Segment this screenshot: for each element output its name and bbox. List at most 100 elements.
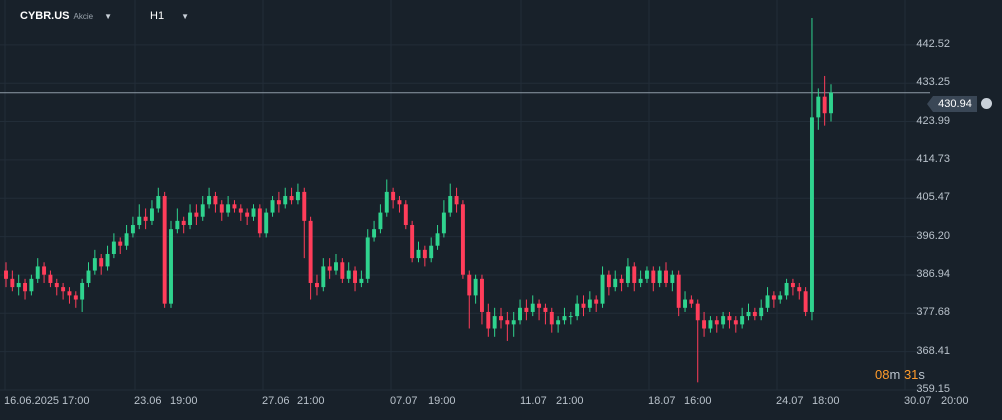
x-tick-label: 23.06	[134, 395, 162, 407]
price-line-handle[interactable]	[981, 98, 992, 109]
candle	[733, 316, 738, 333]
candle	[251, 204, 256, 221]
candle-body	[562, 316, 567, 321]
candle	[80, 278, 85, 312]
candle	[321, 258, 326, 292]
x-tick-label: 16.06.2025	[4, 395, 60, 407]
x-tick-label: 11.07	[520, 395, 547, 407]
candle	[416, 241, 421, 263]
candle-body	[169, 229, 173, 304]
candle	[664, 262, 668, 288]
candle	[283, 187, 288, 209]
y-tick-label: 386.94	[916, 267, 950, 280]
candle-body	[505, 320, 510, 325]
candle-body	[302, 191, 307, 221]
x-tick-label: 19:00	[170, 395, 198, 407]
candle-body	[702, 320, 707, 329]
candle-body	[384, 191, 389, 213]
candle-body	[295, 191, 300, 201]
countdown-minutes-unit: m	[889, 367, 901, 382]
candle-body	[746, 311, 751, 317]
candle-body	[359, 278, 364, 283]
y-tick-label: 433.25	[916, 76, 950, 89]
candle	[35, 258, 40, 283]
candle-body	[334, 262, 338, 271]
candle	[556, 316, 561, 333]
candle-body	[606, 274, 611, 288]
candle	[790, 278, 795, 296]
candle-body	[657, 270, 662, 283]
candle-body	[416, 249, 421, 259]
candle-body	[740, 316, 745, 325]
candle-body	[467, 274, 472, 296]
candle	[492, 307, 497, 337]
candle-body	[54, 282, 59, 288]
x-tick-label: 18:00	[812, 395, 840, 407]
candle	[86, 262, 91, 288]
candle-body	[454, 196, 459, 205]
candle	[181, 216, 186, 234]
candle-body	[486, 311, 491, 329]
candle	[784, 278, 789, 300]
candle-body	[340, 262, 345, 279]
candle-body	[664, 270, 668, 283]
candle-body	[568, 316, 573, 318]
candle-body	[378, 212, 383, 230]
candle-body	[143, 216, 148, 221]
candle	[606, 270, 611, 296]
x-tick-label: 27.06	[262, 395, 290, 407]
candle	[809, 18, 814, 321]
candle-body	[784, 282, 789, 296]
candle	[702, 311, 707, 337]
candle-body	[410, 225, 415, 259]
candle	[803, 287, 808, 317]
candle	[42, 262, 47, 283]
candle	[156, 187, 161, 213]
candle-body	[441, 212, 446, 234]
candle-body	[689, 299, 694, 304]
candle-body	[632, 266, 637, 283]
x-tick-label: 19:00	[428, 395, 456, 407]
candle	[308, 216, 313, 300]
candle-body	[448, 196, 453, 213]
candle-body	[638, 278, 643, 283]
candle-body	[80, 282, 85, 300]
candle	[530, 295, 535, 317]
candle-body	[111, 241, 116, 254]
candle-body	[429, 245, 434, 259]
candle	[740, 307, 745, 329]
timeframe-selector[interactable]: H1 ▼	[150, 10, 189, 22]
y-tick-label: 405.47	[916, 191, 950, 204]
candle	[302, 187, 307, 259]
x-tick-label: 18.07	[648, 395, 676, 407]
candle-body	[644, 270, 649, 279]
candle	[73, 291, 78, 308]
candle	[429, 237, 434, 263]
candle-body	[391, 191, 396, 201]
candle-body	[16, 282, 21, 288]
candle	[384, 179, 389, 217]
candle	[543, 303, 548, 325]
candle	[124, 225, 129, 250]
candle	[372, 220, 377, 242]
candle	[295, 183, 300, 205]
candle	[92, 249, 97, 275]
candle-body	[314, 282, 319, 288]
candle-body	[264, 212, 269, 234]
candle-body	[289, 196, 294, 201]
candle-body	[346, 270, 351, 279]
symbol-label: CYBR.US	[20, 10, 70, 22]
candle-body	[594, 299, 599, 304]
x-tick-label: 20:00	[941, 395, 969, 407]
candle	[219, 200, 224, 221]
candle	[797, 282, 802, 300]
candle	[149, 200, 154, 226]
candle	[619, 274, 624, 292]
candle-body	[283, 196, 288, 205]
candle-body	[99, 258, 104, 267]
candle	[48, 270, 53, 288]
symbol-selector[interactable]: CYBR.US Akcie ▼	[20, 10, 112, 22]
candle	[752, 307, 757, 321]
